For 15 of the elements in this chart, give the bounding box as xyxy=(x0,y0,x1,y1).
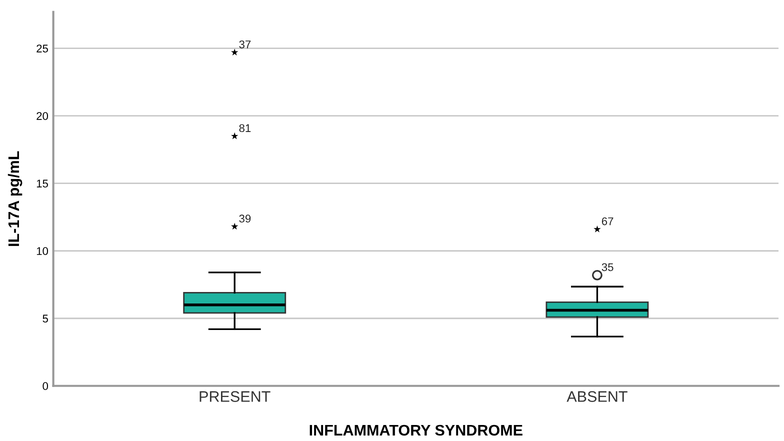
x-tick-label: ABSENT xyxy=(566,391,628,402)
x-tick-label: PRESENT xyxy=(200,391,270,402)
y-tick-label: 15 xyxy=(36,180,48,188)
y-tick-label: 25 xyxy=(36,44,48,52)
x-axis-title: INFLAMMATORY SYNDROME xyxy=(310,424,522,436)
y-tick-label: 0 xyxy=(42,382,48,390)
annotation: 37 xyxy=(239,40,251,48)
y-axis-title: IL-17A pg/mL xyxy=(8,151,22,246)
y-tick-label: 20 xyxy=(36,112,48,120)
annotation: 39 xyxy=(239,214,251,223)
y-tick-label: 5 xyxy=(42,314,48,323)
annotation: 35 xyxy=(602,263,614,272)
y-tick-label: 10 xyxy=(36,247,48,256)
annotation: 67 xyxy=(602,217,614,226)
annotation: 81 xyxy=(239,124,251,132)
